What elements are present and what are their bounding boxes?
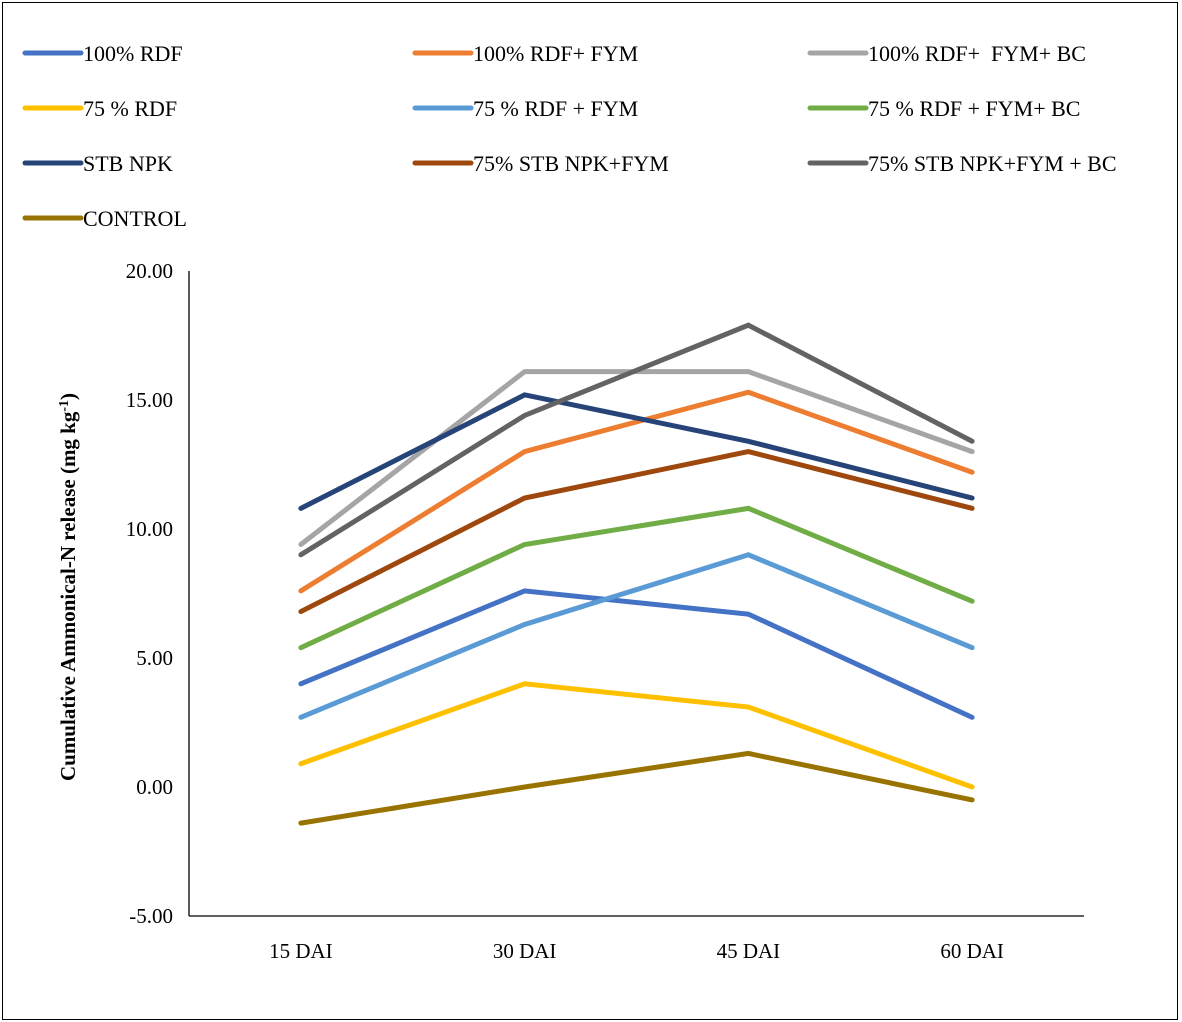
x-tick-label: 15 DAI <box>269 939 333 963</box>
y-tick-labels: 20.00 15.00 10.00 5.00 0.00 -5.00 <box>126 259 173 928</box>
x-tick-labels: 15 DAI 30 DAI 45 DAI 60 DAI <box>269 939 1004 963</box>
line-chart: 100% RDF 100% RDF+ FYM 100% RDF+ FYM+ BC 75… <box>22 41 1117 963</box>
y-axis-label: Cumulative Ammonical-N release (mg kg-1) <box>56 393 80 781</box>
x-tick-label: 45 DAI <box>717 939 781 963</box>
series-line <box>298 322 975 558</box>
series-line <box>298 392 975 511</box>
series-line <box>298 681 975 790</box>
legend-label: 75 % RDF + FYM <box>473 96 638 121</box>
x-tick-label: 30 DAI <box>493 939 557 963</box>
y-axis-label-main: Cumulative Ammonical-N release (mg kg <box>56 411 80 781</box>
y-tick-label: 5.00 <box>136 646 173 670</box>
axes: 20.00 15.00 10.00 5.00 0.00 -5.00 15 DAI 30 DA… <box>56 259 1084 963</box>
series-line <box>298 389 975 594</box>
legend-item: 100% RDF+ FYM+ BC <box>807 41 1086 66</box>
series-line <box>298 588 975 720</box>
x-tick-label: 60 DAI <box>940 939 1004 963</box>
y-axis-label-superscript: -1 <box>57 400 72 412</box>
y-tick-label: 20.00 <box>126 259 173 283</box>
legend-label: 75% STB NPK+FYM <box>473 151 669 176</box>
y-axis-label-suffix: ) <box>56 393 80 400</box>
series-lines <box>298 322 975 826</box>
y-tick-label: 0.00 <box>136 775 173 799</box>
y-tick-label: -5.00 <box>129 904 173 928</box>
legend-item: 75 % RDF + FYM <box>412 96 638 121</box>
legend-item: CONTROL <box>22 206 187 231</box>
legend-label: 75 % RDF + FYM+ BC <box>868 96 1080 121</box>
y-tick-label: 15.00 <box>126 388 173 412</box>
series-line <box>298 449 975 615</box>
legend-label: 100% RDF+ FYM <box>473 41 638 66</box>
legend-label: 100% RDF <box>83 41 183 66</box>
legend-item: 100% RDF+ FYM <box>412 41 638 66</box>
legend: 100% RDF 100% RDF+ FYM 100% RDF+ FYM+ BC 75… <box>22 41 1117 231</box>
series-line <box>298 750 975 826</box>
legend-item: 75 % RDF <box>22 96 177 121</box>
series-line <box>298 505 975 651</box>
legend-label: 100% RDF+ FYM+ BC <box>868 41 1086 66</box>
legend-item: 75% STB NPK+FYM <box>412 151 669 176</box>
y-tick-label: 10.00 <box>126 517 173 541</box>
legend-item: 75 % RDF + FYM+ BC <box>807 96 1080 121</box>
legend-label: 75% STB NPK+FYM + BC <box>868 151 1117 176</box>
series-line <box>298 552 975 720</box>
legend-item: STB NPK <box>22 151 173 176</box>
legend-item: 100% RDF <box>22 41 183 66</box>
legend-label: STB NPK <box>83 151 173 176</box>
legend-label: 75 % RDF <box>83 96 177 121</box>
legend-label: CONTROL <box>83 206 187 231</box>
legend-item: 75% STB NPK+FYM + BC <box>807 151 1117 176</box>
